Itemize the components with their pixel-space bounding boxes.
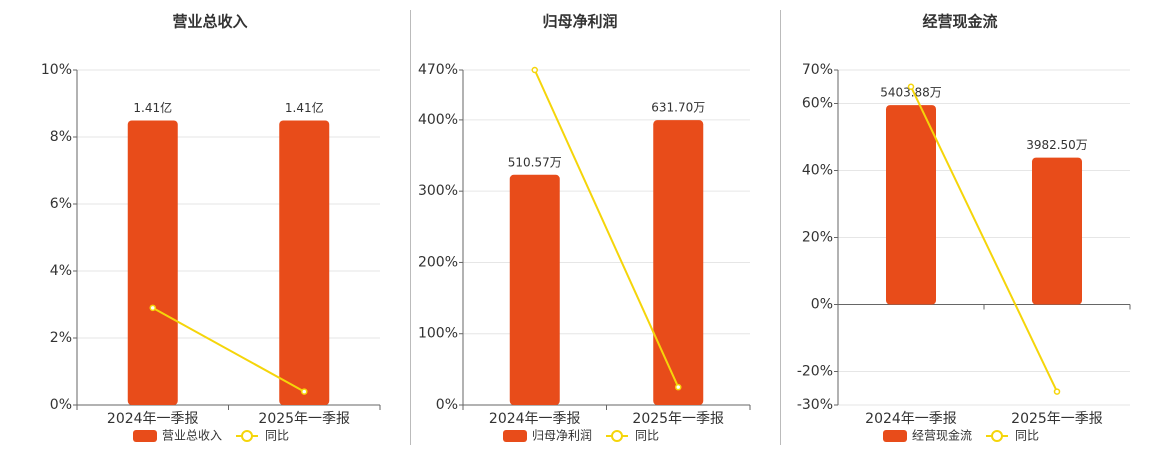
line bbox=[910, 86, 1058, 393]
legend-label: 营业总收入 bbox=[162, 429, 222, 443]
y-tick-label: 10% bbox=[41, 62, 72, 78]
line bbox=[152, 306, 305, 393]
value-label: 1.41亿 bbox=[133, 100, 172, 115]
line-point bbox=[1053, 388, 1061, 395]
value-label: 631.70万 bbox=[651, 101, 705, 115]
value-label: 1.41亿 bbox=[285, 100, 324, 115]
chart-title: 归母净利润 bbox=[542, 13, 617, 31]
x-tick-label: 2025年一季报 bbox=[1011, 411, 1103, 427]
x-tick-label: 2024年一季报 bbox=[489, 411, 581, 427]
value-label: 510.57万 bbox=[508, 155, 562, 169]
legend-label: 归母净利润 bbox=[532, 429, 592, 443]
y-tick-label: 0% bbox=[50, 397, 72, 413]
line-point bbox=[907, 83, 915, 90]
y-tick-label: -30% bbox=[797, 397, 833, 413]
bar bbox=[509, 174, 560, 405]
value-label: 3982.50万 bbox=[1026, 138, 1088, 152]
line-point bbox=[149, 304, 156, 312]
bar bbox=[1032, 157, 1082, 305]
y-tick-label: 2% bbox=[50, 330, 72, 346]
legend-marker bbox=[611, 430, 623, 442]
value-label: 5403.88万 bbox=[880, 86, 942, 100]
y-tick-label: 4% bbox=[50, 263, 72, 279]
legend-marker bbox=[241, 430, 253, 442]
y-tick-label: 200% bbox=[418, 254, 458, 270]
legend-swatch bbox=[503, 430, 527, 442]
chart-title: 经营现金流 bbox=[922, 13, 997, 31]
y-tick-label: 400% bbox=[418, 112, 458, 128]
line-point bbox=[675, 383, 682, 391]
legend-label: 同比 bbox=[1015, 429, 1039, 443]
bar bbox=[279, 120, 330, 405]
y-tick-label: 60% bbox=[802, 96, 833, 112]
legend-swatch bbox=[133, 430, 157, 442]
y-tick-label: 300% bbox=[418, 183, 458, 199]
legend-label: 同比 bbox=[635, 429, 659, 443]
y-tick-label: 20% bbox=[802, 230, 833, 246]
x-tick-label: 2025年一季报 bbox=[258, 411, 350, 427]
line-point bbox=[301, 388, 308, 395]
legend-marker bbox=[991, 430, 1003, 442]
x-tick-label: 2024年一季报 bbox=[865, 411, 957, 427]
y-tick-label: -20% bbox=[797, 364, 833, 380]
y-tick-label: 0% bbox=[436, 397, 458, 413]
bar bbox=[653, 120, 704, 405]
x-tick-label: 2024年一季报 bbox=[107, 411, 199, 427]
x-tick-label: 2025年一季报 bbox=[632, 411, 724, 427]
bar bbox=[127, 120, 178, 405]
legend-label: 经营现金流 bbox=[912, 428, 972, 443]
y-tick-label: 100% bbox=[418, 326, 458, 342]
bar bbox=[886, 105, 936, 305]
legend-swatch bbox=[883, 430, 907, 442]
y-tick-label: 470% bbox=[418, 62, 458, 78]
chart-title: 营业总收入 bbox=[172, 13, 247, 31]
line bbox=[533, 69, 680, 388]
line-point bbox=[531, 66, 538, 74]
y-tick-label: 70% bbox=[802, 62, 833, 78]
y-tick-label: 8% bbox=[50, 129, 72, 145]
y-tick-label: 0% bbox=[811, 297, 833, 313]
y-tick-label: 40% bbox=[802, 163, 833, 179]
legend-label: 同比 bbox=[265, 429, 289, 443]
y-tick-label: 6% bbox=[50, 196, 72, 212]
